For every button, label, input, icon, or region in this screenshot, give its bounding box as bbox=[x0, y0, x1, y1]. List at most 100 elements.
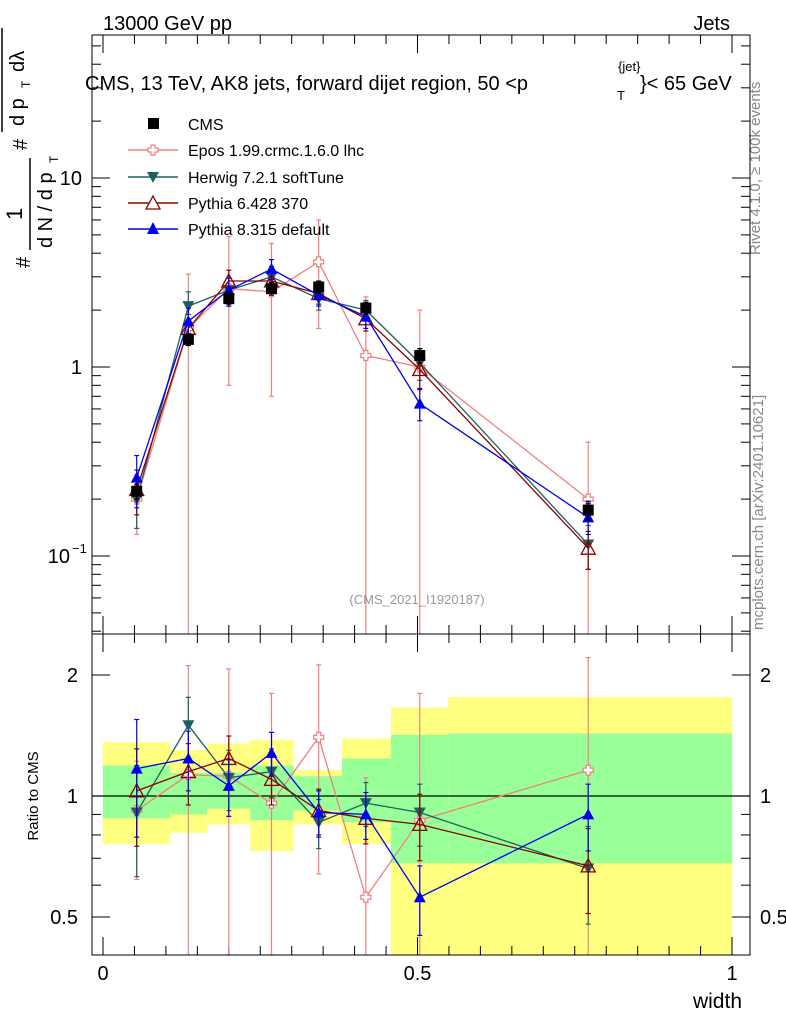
legend-item-epos: Epos 1.99.crmc.1.6.0 lhc bbox=[128, 143, 364, 160]
ratio-panel: 2 2 1 1 0.5 0.5 0 0.5 1 bbox=[50, 633, 786, 985]
point-pythia8 bbox=[265, 263, 278, 275]
ratio-series-pythia8 bbox=[130, 718, 595, 936]
point-pythia8 bbox=[413, 397, 426, 409]
point-pythia6 bbox=[411, 361, 428, 377]
point-cms bbox=[223, 293, 235, 305]
x-tick-label: 0.5 bbox=[404, 963, 432, 985]
point-pythia8 bbox=[359, 310, 372, 322]
main-series-cms bbox=[131, 280, 594, 521]
legend-label-herwig: Herwig 7.2.1 softTune bbox=[188, 170, 344, 187]
point-herwig bbox=[182, 720, 195, 732]
point-herwig bbox=[182, 301, 195, 313]
ylabel-den1-T: T bbox=[47, 155, 61, 163]
ylabel-den1: d N / d p bbox=[35, 172, 57, 248]
point-cms bbox=[182, 333, 194, 345]
side-label-top: Rivet 4.1.0, ≥ 100k events bbox=[747, 82, 764, 255]
main-series bbox=[128, 219, 597, 634]
ratio-frame bbox=[91, 633, 751, 956]
chart-title-main: CMS, 13 TeV, AK8 jets, forward dijet reg… bbox=[85, 73, 528, 95]
chart-title-tail: }< 65 GeV bbox=[640, 73, 732, 95]
point-pythia6 bbox=[411, 815, 428, 832]
main-y-tick-label-exp: −1 bbox=[72, 541, 87, 556]
main-y-tick-label: 10 bbox=[60, 168, 82, 190]
point-pythia6 bbox=[580, 857, 597, 873]
point-pythia6 bbox=[263, 770, 280, 787]
ratio-y-tick-label: 2 bbox=[67, 665, 78, 687]
legend-marker-pythia6 bbox=[144, 194, 162, 210]
ratio-ticks: 2 2 1 1 0.5 0.5 0 0.5 1 bbox=[50, 634, 786, 985]
header-right: Jets bbox=[693, 13, 730, 35]
point-pythia8 bbox=[359, 808, 372, 820]
point-epos bbox=[313, 256, 325, 268]
chart-title-sup: {jet} bbox=[618, 59, 641, 74]
series-line-herwig bbox=[136, 724, 589, 870]
ylabel-den3: dλ bbox=[7, 51, 29, 72]
series-line-pythia6 bbox=[136, 280, 589, 549]
legend-marker-epos bbox=[147, 144, 159, 156]
legend-item-herwig: Herwig 7.2.1 softTune bbox=[128, 170, 344, 187]
ylabel-num1: 1 bbox=[2, 208, 27, 220]
ratio-y-tick-label-right: 2 bbox=[760, 665, 771, 687]
ratio-series bbox=[128, 656, 597, 956]
point-pythia8 bbox=[312, 806, 325, 818]
point-cms bbox=[131, 485, 143, 497]
ratio-y-tick-label: 1 bbox=[67, 786, 78, 808]
x-tick-label: 0 bbox=[97, 963, 108, 985]
legend-marker-pythia8 bbox=[147, 222, 159, 234]
point-pythia8 bbox=[312, 289, 325, 301]
chart-title: CMS, 13 TeV, AK8 jets, forward dijet reg… bbox=[85, 73, 528, 95]
point-pythia6 bbox=[580, 539, 597, 555]
point-pythia8 bbox=[222, 779, 235, 791]
series-line-epos bbox=[136, 735, 589, 899]
main-y-tick-label: 10 bbox=[48, 546, 70, 568]
point-epos bbox=[313, 731, 325, 743]
ratio-y-tick-label-right: 0.5 bbox=[760, 907, 786, 929]
legend-label-pythia6: Pythia 6.428 370 bbox=[188, 196, 308, 213]
point-pythia8 bbox=[222, 284, 235, 296]
main-y-tick-label: 1 bbox=[71, 357, 82, 379]
ratio-y-tick-label: 0.5 bbox=[50, 907, 78, 929]
point-epos bbox=[360, 349, 372, 362]
point-pythia8 bbox=[265, 746, 278, 758]
point-epos bbox=[582, 764, 594, 776]
point-cms bbox=[582, 504, 594, 516]
ylabel-den2-T: T bbox=[19, 80, 33, 88]
series-line-pythia6 bbox=[136, 757, 589, 867]
point-pythia8 bbox=[182, 752, 195, 764]
ratio-y-tick-label-right: 1 bbox=[760, 786, 771, 808]
ratio-y-label: Ratio to CMS bbox=[25, 751, 42, 840]
point-pythia8 bbox=[413, 891, 426, 903]
series-line-pythia8 bbox=[136, 752, 589, 899]
ylabel-hash: # bbox=[13, 256, 35, 268]
legend-item-pythia6: Pythia 6.428 370 bbox=[128, 194, 308, 213]
band-inner bbox=[448, 733, 732, 864]
series-line-pythia8 bbox=[136, 268, 589, 518]
header-left: 13000 GeV pp bbox=[103, 13, 232, 35]
legend-label-epos: Epos 1.99.crmc.1.6.0 lhc bbox=[188, 143, 364, 160]
legend-item-cms: CMS bbox=[148, 117, 224, 134]
ylabel-den2: d p bbox=[7, 98, 29, 126]
y-axis-label: # 1 d N / d p T # d 2 N d p T dλ bbox=[1, 28, 61, 268]
chart-title-sub: T bbox=[617, 88, 625, 103]
point-cms bbox=[313, 281, 325, 293]
point-pythia8 bbox=[182, 315, 195, 327]
x-tick-label: 1 bbox=[726, 963, 737, 985]
point-epos bbox=[360, 891, 372, 903]
series-line-epos bbox=[136, 260, 589, 500]
point-pythia8 bbox=[130, 762, 143, 774]
x-axis-label: width bbox=[692, 990, 742, 1013]
legend-marker-herwig bbox=[147, 172, 159, 183]
main-series-epos bbox=[131, 219, 594, 634]
side-label-bottom: mcplots.cern.ch [arXiv:2401.10621] bbox=[750, 395, 767, 630]
point-cms bbox=[414, 350, 426, 362]
point-cms bbox=[360, 302, 372, 314]
legend-item-pythia8: Pythia 8.315 default bbox=[128, 222, 330, 239]
legend-label-cms: CMS bbox=[188, 117, 224, 134]
point-pythia8 bbox=[130, 471, 143, 483]
point-cms bbox=[266, 283, 278, 295]
point-pythia8 bbox=[582, 808, 595, 820]
point-epos bbox=[582, 493, 594, 505]
